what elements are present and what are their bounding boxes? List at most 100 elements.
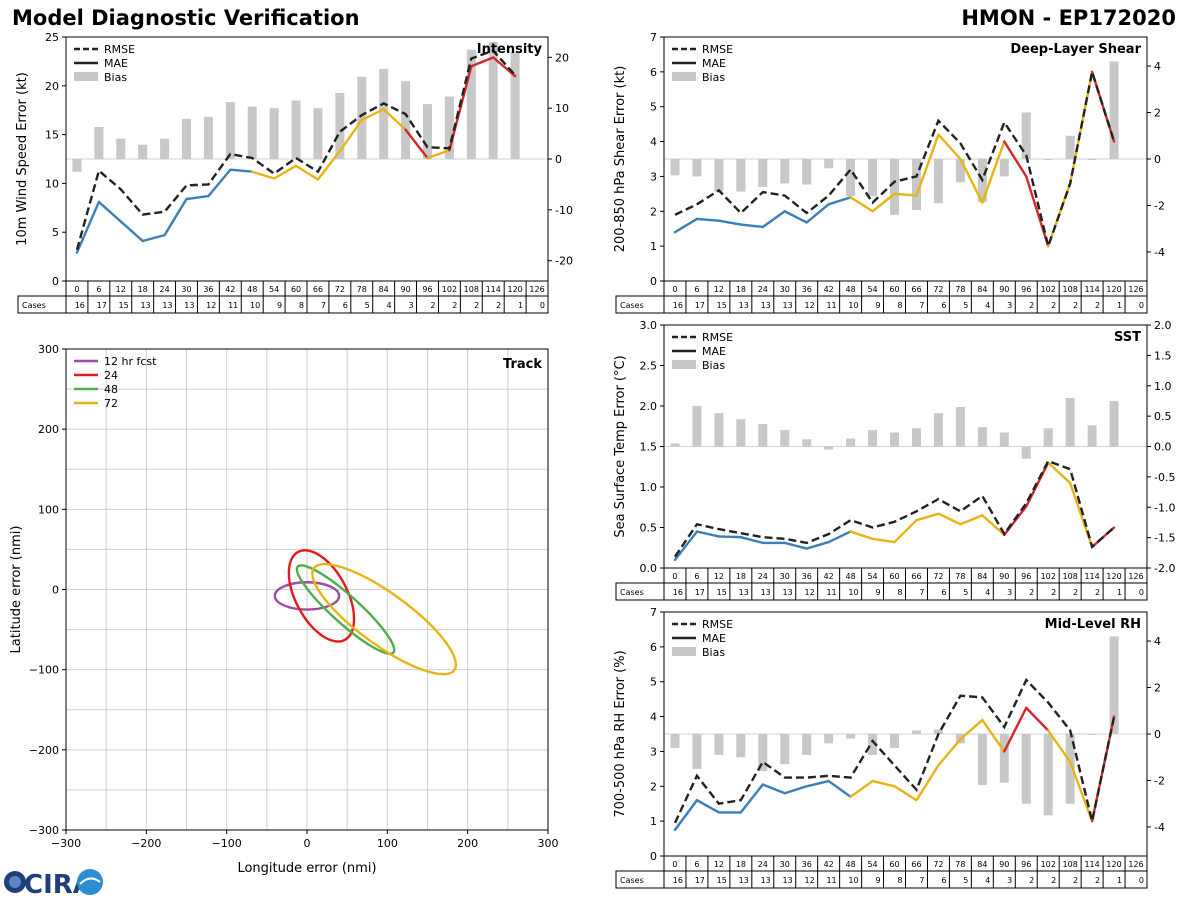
sst-bias-bar xyxy=(824,446,834,450)
sst-bias-bar xyxy=(802,439,812,447)
sst-hour-cell: 72 xyxy=(933,572,943,581)
intensity-hour-cell: 6 xyxy=(96,285,101,294)
shear-case-count-cell: 15 xyxy=(717,301,727,310)
sst-case-count-cell: 11 xyxy=(826,588,836,597)
sst-mae-segment xyxy=(849,530,874,541)
intensity-case-count-cell: 15 xyxy=(119,301,129,310)
shear-bias-bar xyxy=(802,159,812,185)
intensity-hour-cell: 30 xyxy=(181,285,191,294)
rh-y-tick-label: 1 xyxy=(650,815,657,828)
sst-cases-row xyxy=(615,582,1148,601)
shear-y2-tick-label: 2 xyxy=(1154,107,1161,120)
intensity-case-count-cell: 2 xyxy=(430,301,435,310)
intensity-mae-segment xyxy=(294,164,320,181)
rh-hour-cell: 42 xyxy=(824,860,834,869)
sst-hour-cell: 12 xyxy=(714,572,724,581)
shear-legend-mae-label: MAE xyxy=(702,57,726,70)
sst-bias-bar xyxy=(1065,397,1075,447)
sst-hour-cell: 108 xyxy=(1063,572,1078,581)
shear-mae-segment xyxy=(915,133,940,197)
rh-bias-bar xyxy=(868,734,878,755)
intensity-mae-segment xyxy=(360,108,385,122)
track-y-tick-label: 0 xyxy=(52,584,59,597)
shear-bias-bar xyxy=(1043,159,1053,160)
shear-bias-bar xyxy=(1021,112,1031,159)
intensity-case-count-cell: 2 xyxy=(496,301,501,310)
sst-mae-segment xyxy=(673,530,699,562)
intensity-case-count-cell: 12 xyxy=(206,301,216,310)
intensity-hour-cell: 114 xyxy=(486,285,501,294)
track-y-axis-label: Latitude error (nmi) xyxy=(9,526,24,654)
sst-y2-tick-label: 0.5 xyxy=(1154,410,1172,423)
sst-mae-segment xyxy=(959,514,984,526)
rh-case-count-cell: 2 xyxy=(1029,876,1034,885)
intensity-hour-cell: 126 xyxy=(529,285,544,294)
sst-y-tick-label: 0.0 xyxy=(640,562,658,575)
shear-bias-bar xyxy=(911,159,921,211)
sst-bias-bar xyxy=(955,407,965,447)
rh-y2-tick-label: 0 xyxy=(1154,728,1161,741)
shear-hour-cell: 78 xyxy=(955,285,965,294)
intensity-y2-tick-label: -20 xyxy=(555,255,573,268)
shear-case-count-cell: 10 xyxy=(848,301,858,310)
shear-legend-bias-swatch xyxy=(672,72,696,81)
rh-y-tick-label: 7 xyxy=(650,606,657,619)
sst-mae-segment xyxy=(981,514,1006,536)
sst-case-count-cell: 8 xyxy=(897,588,902,597)
rh-case-count-cell: 9 xyxy=(875,876,880,885)
shear-y-tick-label: 3 xyxy=(650,170,657,183)
intensity-hour-cell: 36 xyxy=(203,285,213,294)
intensity-bias-bar xyxy=(488,42,498,160)
sst-case-count-cell: 2 xyxy=(1051,588,1056,597)
rh-y-tick-label: 5 xyxy=(650,676,657,689)
sst-y-tick-label: 2.5 xyxy=(640,360,658,373)
intensity-case-count-cell: 7 xyxy=(321,301,326,310)
intensity-y-tick-label: 25 xyxy=(45,31,59,44)
sst-y2-tick-label: -0.5 xyxy=(1154,471,1175,484)
rh-hour-cell: 6 xyxy=(694,860,699,869)
track-error-ellipse xyxy=(295,564,396,655)
cira-logo: CIRA xyxy=(4,869,103,900)
rh-case-count-cell: 13 xyxy=(761,876,771,885)
sst-case-count-cell: 10 xyxy=(848,588,858,597)
intensity-y2-tick-label: -10 xyxy=(555,204,573,217)
intensity-y-tick-label: 20 xyxy=(45,80,59,93)
sst-bias-bar xyxy=(736,419,746,447)
shear-case-count-cell: 12 xyxy=(804,301,814,310)
shear-case-count-cell: 13 xyxy=(761,301,771,310)
intensity-hour-cell: 54 xyxy=(269,285,279,294)
shear-hour-cell: 42 xyxy=(824,285,834,294)
sst-bias-bar xyxy=(758,424,768,447)
rh-case-count-cell: 15 xyxy=(717,876,727,885)
intensity-mae-segment xyxy=(119,220,144,243)
intensity-hour-cell: 60 xyxy=(291,285,301,294)
rh-hour-cell: 24 xyxy=(758,860,768,869)
rh-bias-bar xyxy=(824,734,834,744)
rh-rmse-line xyxy=(673,677,1116,824)
intensity-case-count-cell: 4 xyxy=(387,301,392,310)
sst-legend-bias-swatch xyxy=(672,360,696,369)
shear-case-count-cell: 2 xyxy=(1073,301,1078,310)
intensity-bias-bar xyxy=(313,108,323,159)
intensity-panel-title: Intensity xyxy=(477,42,543,57)
track-legend-label: 48 xyxy=(104,383,118,396)
shear-y-tick-label: 2 xyxy=(650,205,657,218)
shear-case-count-cell: 13 xyxy=(739,301,749,310)
rh-mae-segment xyxy=(695,799,721,814)
sst-hour-cell: 126 xyxy=(1128,572,1143,581)
sst-cases-table: Cases01661712151813241330133612421148105… xyxy=(615,567,1148,601)
rh-panel-title: Mid-Level RH xyxy=(1045,617,1141,632)
track-x-tick-label: 200 xyxy=(457,837,478,850)
sst-hour-cell: 66 xyxy=(911,572,921,581)
rh-case-count-cell: 2 xyxy=(1051,876,1056,885)
sst-mae-segment xyxy=(1047,461,1072,485)
sst-case-count-cell: 17 xyxy=(695,588,705,597)
rh-bias-bar xyxy=(1021,734,1031,804)
shear-mae-segment xyxy=(805,203,830,224)
rh-hour-cell: 126 xyxy=(1128,860,1143,869)
sst-case-count-cell: 16 xyxy=(673,588,683,597)
rh-hour-cell: 18 xyxy=(736,860,746,869)
track-x-tick-label: 0 xyxy=(304,837,311,850)
intensity-legend-rmse-label: RMSE xyxy=(104,43,135,56)
